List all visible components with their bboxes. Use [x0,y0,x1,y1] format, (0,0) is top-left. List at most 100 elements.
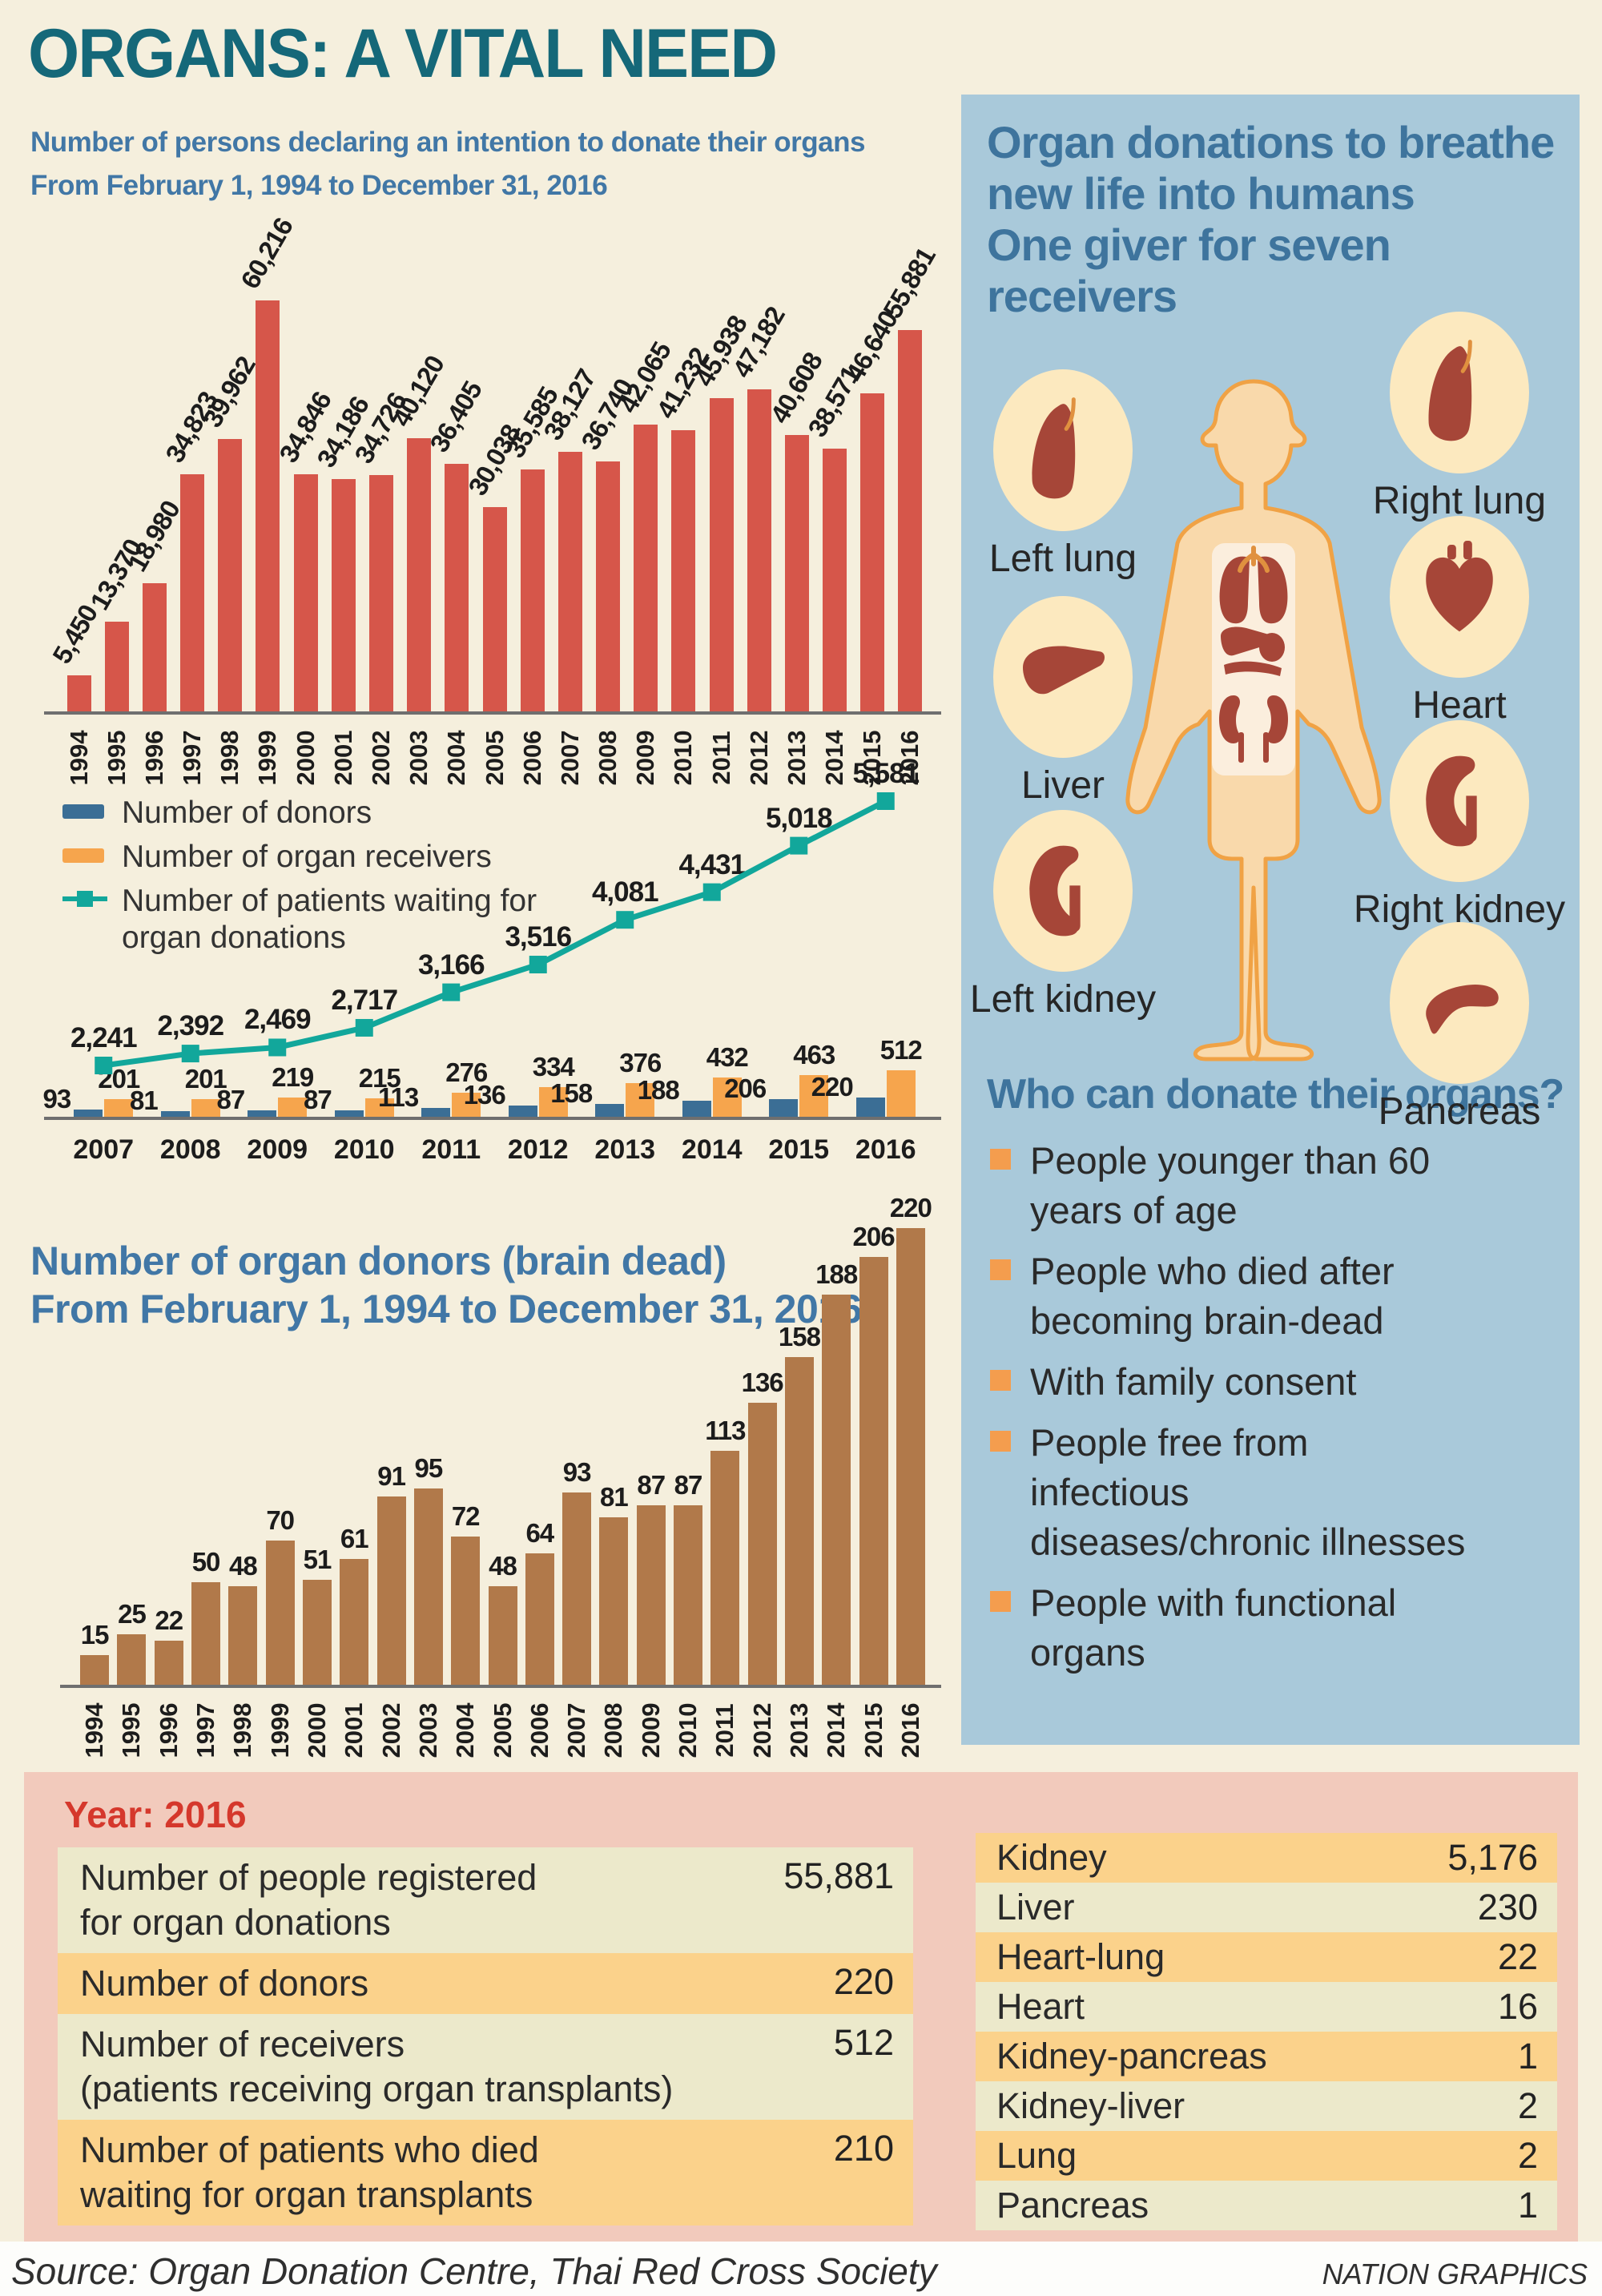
organ-row-label: Kidney-liver [996,2085,1185,2126]
chart2-donors-bar-2014 [682,1101,711,1118]
organ-row-value: 22 [1497,1936,1538,1977]
chart1-bar-2014 [823,449,847,713]
chart1-bar-2006 [520,469,545,713]
chart3-value-label: 206 [852,1222,896,1251]
organ-row-kidney-liver: Kidney-liver 2 [976,2081,1557,2131]
chart1-bar-2004 [445,464,469,713]
chart3-value-label: 113 [705,1416,746,1445]
bullet-square-icon [990,1259,1011,1280]
summary-row-label: Number of patients who died waiting for … [80,2129,539,2215]
bullet-square-icon [990,1431,1011,1452]
left-kidney-label: Left kidney [969,978,1157,1021]
chart3-year-label: 2005 [488,1702,517,1758]
chart3-year-label: 2014 [822,1702,851,1758]
chart2-receiver-value: 512 [879,1035,923,1065]
chart3-value-label: 81 [600,1482,629,1512]
chart3-year-label: 2003 [413,1702,442,1758]
chart3-bar-2004 [451,1537,481,1686]
organ-row-value: 230 [1477,1887,1538,1927]
line-marker [790,836,808,855]
line-marker [529,956,547,974]
chart3-year-label: 1996 [154,1702,183,1758]
summary-panel: Year: 2016 Number of people registered f… [24,1772,1578,2242]
summary-row-value: 512 [833,2022,894,2063]
summary-row-label: Number of receivers (patients receiving … [80,2024,674,2109]
line-marker [442,983,461,1001]
chart3-value-label: 48 [489,1551,517,1581]
chart3-value-label: 158 [778,1322,821,1351]
chart2-waiting-value: 3,166 [417,949,485,981]
bullet-square-icon [990,1591,1011,1612]
who-item-3: People free from infectious diseases/chr… [990,1418,1465,1567]
chart3-year-label: 1999 [265,1702,294,1758]
chart2-receiver-value: 463 [793,1040,835,1069]
chart2-donors-bar-2013 [595,1104,625,1118]
right-lung-icon [1428,340,1472,441]
chart2-receivers-bar-2014 [712,1078,742,1118]
chart3-value-label: 87 [674,1470,703,1500]
chart3-year-label: 2016 [896,1702,924,1758]
who-item-1: People who died after becoming brain-dea… [990,1247,1465,1346]
chart2-receiver-value: 432 [706,1042,749,1072]
chart1-bar-2010 [671,430,696,713]
chart3-bar-2015 [859,1257,888,1686]
organ-row-value: 2 [1517,2135,1538,2176]
right-lung-circle [1390,312,1529,473]
chart3-bar-1996 [154,1641,183,1686]
legend-item-1: Number of organ receivers [62,839,570,876]
legend-item-2: Number of patients waiting for organ don… [62,883,570,957]
chart3-bar-2011 [710,1451,740,1686]
chart3-value-label: 51 [303,1545,332,1574]
chart2-donor-value: 188 [637,1075,680,1105]
chart3-value-label: 70 [266,1505,295,1535]
chart3-year-label: 1995 [117,1702,146,1758]
chart2-year-label: 2011 [421,1134,481,1165]
chart1-bar-2013 [784,435,809,713]
chart3-value-label: 48 [229,1551,258,1581]
chart2-year-label: 2015 [768,1134,830,1165]
chart3-year-label: 2010 [674,1702,702,1758]
chart2-receivers-bar-2012 [538,1087,568,1118]
organ-row-label: Liver [996,1887,1075,1927]
left-kidney-circle [993,810,1133,972]
chart3-year-label: 2009 [636,1702,665,1758]
chart3-bar-2009 [636,1505,666,1686]
organ-row-label: Kidney [996,1837,1107,1878]
pancreas-icon [1426,985,1499,1034]
who-item-2: With family consent [990,1357,1465,1407]
chart1-bar-1997 [180,474,205,713]
chart2-receiver-value: 215 [358,1063,401,1093]
chart2-donor-value: 87 [304,1085,332,1114]
chart3-bar-2008 [599,1517,629,1686]
organ-row-value: 1 [1517,2036,1538,2076]
chart3-bar-2014 [822,1295,851,1686]
bullet-square-icon [990,1149,1011,1170]
chart3-value-label: 91 [377,1461,406,1491]
legend-bar-swatch [62,804,104,819]
chart3-year-labels: 1994 1995 1996 1997 1998 1999 2000 2001 2002 2003… [76,1695,929,1771]
chart3-bar-2005 [488,1586,517,1686]
chart3-year-label: 2000 [302,1702,331,1758]
chart2-donors-bar-2011 [421,1108,451,1118]
chart2-receivers-bar-2010 [364,1098,394,1118]
chart1-bar-1994 [66,675,91,713]
chart2-donors-bar-2012 [508,1106,537,1118]
chart2-year-labels: 2007 2008 2009 2010 2011 2012 2013 2014 2015 2016 [60,1130,929,1170]
liver-circle [993,596,1133,758]
chart3-bar-1998 [228,1586,258,1686]
line-marker [95,1057,113,1074]
source-credit: Source: Organ Donation Centre, Thai Red … [11,2250,937,2292]
chart2-donors-bar-2015 [769,1099,799,1118]
chart2-receiver-value: 276 [445,1057,488,1087]
bullet-square-icon [990,1370,1011,1391]
chart2-donor-value: 158 [550,1078,593,1108]
chart3-year-label: 1997 [191,1702,220,1758]
chart2-donor-value: 87 [216,1085,246,1114]
legend-label: Number of organ receivers [122,840,492,874]
organ-row-kidney-pancreas: Kidney-pancreas 1 [976,2032,1557,2081]
chart3-year-label: 2015 [859,1702,888,1758]
organ-row-heart: Heart 16 [976,1982,1557,2032]
line-marker [181,1045,199,1063]
chart2-receivers-bar-2007 [104,1099,134,1118]
chart2-waiting-value: 5,018 [765,802,833,834]
